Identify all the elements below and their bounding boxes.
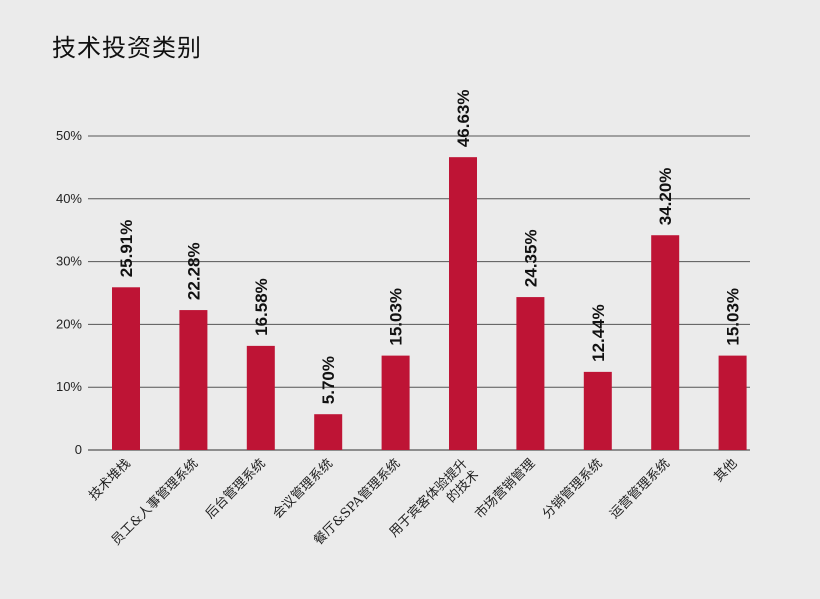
y-tick-label: 20% xyxy=(56,316,82,331)
bar xyxy=(583,371,612,450)
data-label: 5.70% xyxy=(319,356,338,404)
bar xyxy=(246,345,275,450)
bar xyxy=(516,297,545,450)
x-tick-label: 市场营销管理 xyxy=(472,456,538,522)
bar xyxy=(449,157,477,450)
x-tick-label: 技术堆栈 xyxy=(86,456,133,503)
data-label: 22.28% xyxy=(184,242,203,300)
y-tick-label: 0 xyxy=(75,442,82,457)
bar xyxy=(179,310,208,450)
bar xyxy=(112,287,140,450)
x-tick-label: 其他 xyxy=(711,456,740,485)
y-tick-label: 30% xyxy=(56,254,82,269)
bar xyxy=(314,414,343,450)
data-label: 15.03% xyxy=(387,288,406,346)
data-label: 16.58% xyxy=(252,278,271,336)
data-label: 12.44% xyxy=(589,304,608,362)
x-tick-label: 后台管理系统 xyxy=(203,456,269,522)
x-tick-label: 分销管理系统 xyxy=(540,456,606,522)
x-tick-label: 会议管理系统 xyxy=(270,456,336,522)
bar xyxy=(381,355,410,450)
data-label: 34.20% xyxy=(656,168,675,226)
bar xyxy=(718,355,747,450)
y-tick-label: 50% xyxy=(56,128,82,143)
data-label: 46.63% xyxy=(454,89,473,147)
data-label: 15.03% xyxy=(724,288,743,346)
bar xyxy=(651,235,680,450)
y-tick-label: 10% xyxy=(56,379,82,394)
chart-title: 技术投资类别 xyxy=(52,34,202,62)
data-label: 25.91% xyxy=(117,220,136,278)
data-label: 24.35% xyxy=(521,229,540,287)
x-tick-label: 用于宾客体验提升的技术 xyxy=(386,456,482,552)
y-tick-label: 40% xyxy=(56,191,82,206)
x-tick-label: 运营管理系统 xyxy=(607,456,673,522)
